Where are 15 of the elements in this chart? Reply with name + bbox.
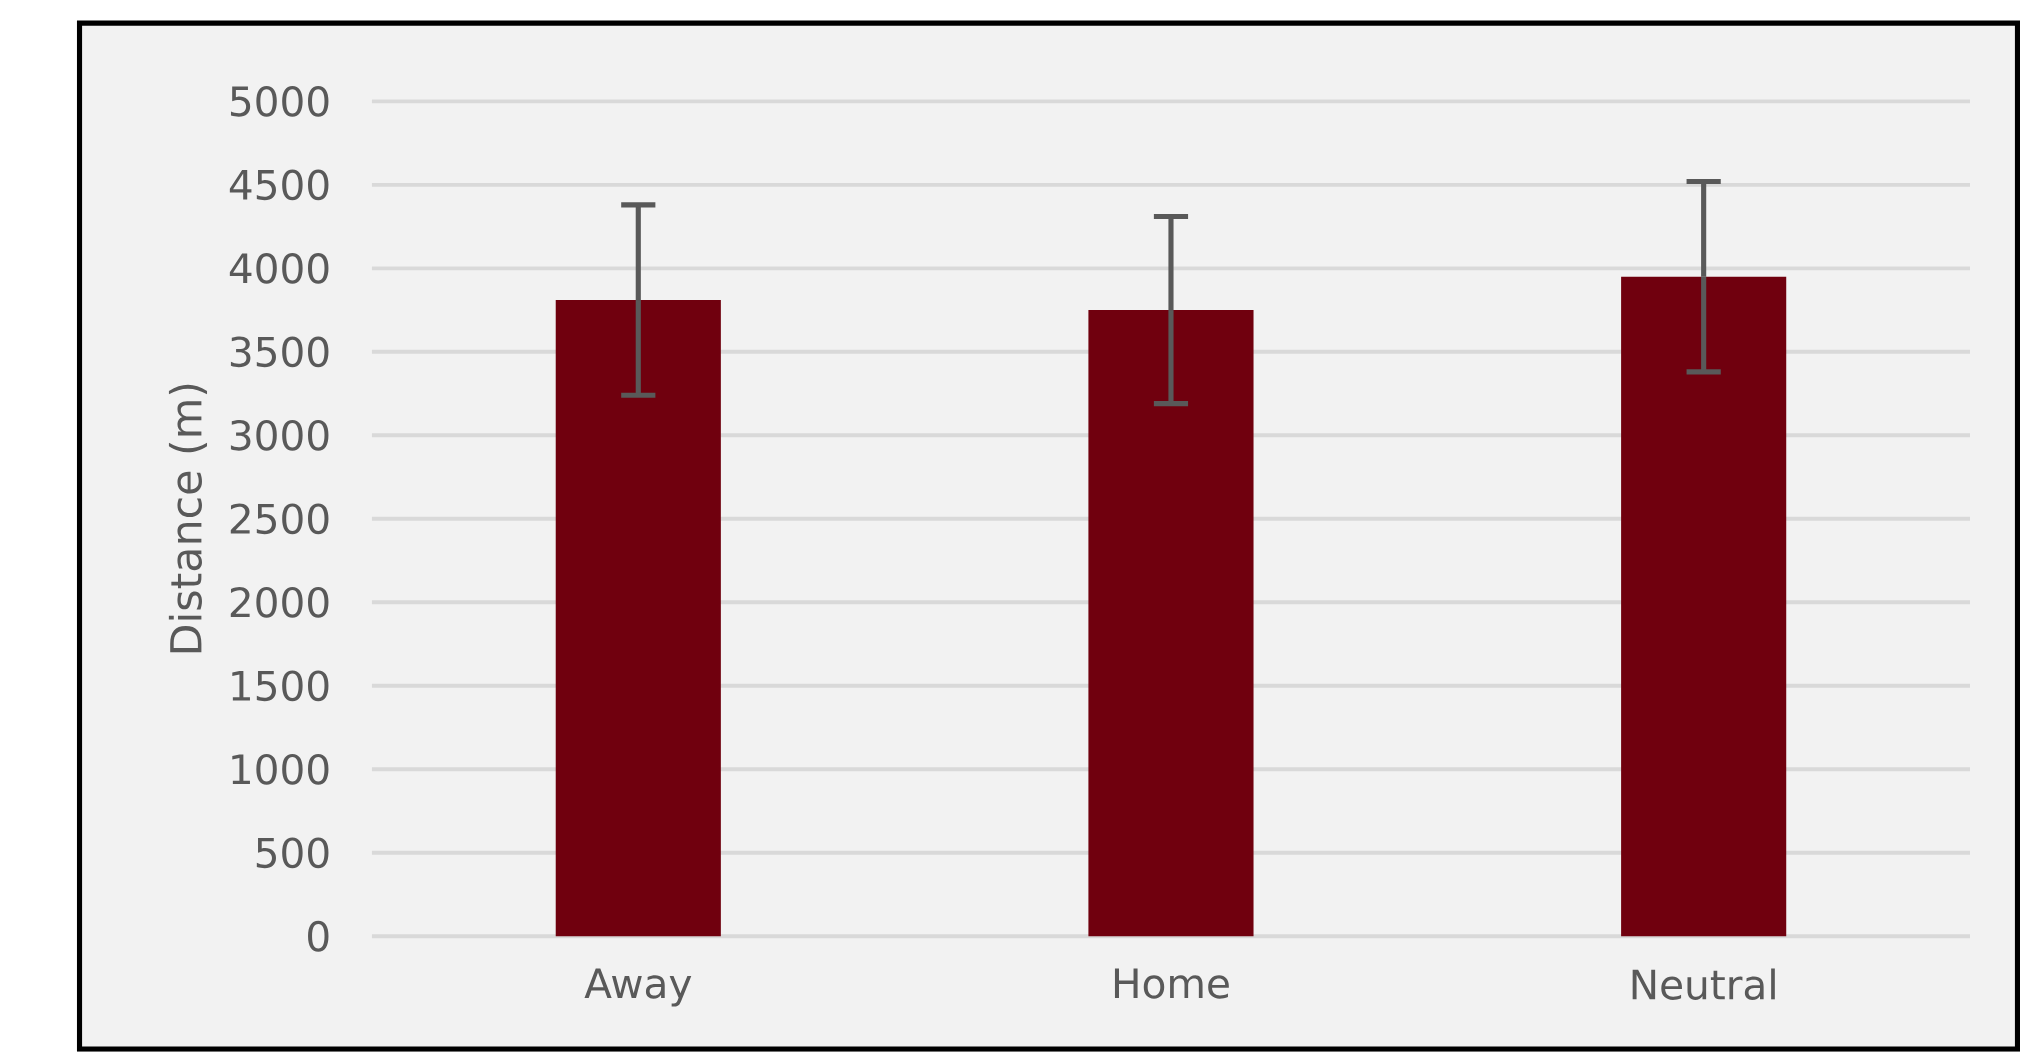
y-tick-label: 4000 [229, 253, 329, 284]
y-tick-label: 2000 [230, 587, 329, 618]
y-tick-label: 3500 [230, 336, 329, 368]
y-tick-label: 500 [256, 837, 329, 869]
y-tick-label: 1500 [232, 670, 329, 702]
x-tick-label: Home [1114, 968, 1229, 999]
y-tick-label: 4500 [229, 169, 329, 201]
y-tick-label: 1000 [232, 754, 329, 785]
y-axis-title: Distance (m) [168, 384, 208, 653]
x-tick-label: Away [584, 968, 692, 1007]
y-tick-label: 5000 [230, 86, 329, 117]
y-tick-label: 2500 [230, 503, 329, 535]
x-tick-label: Neutral [1632, 968, 1775, 1001]
y-tick-label: 3000 [230, 420, 329, 451]
y-tick-label: 0 [308, 921, 329, 952]
